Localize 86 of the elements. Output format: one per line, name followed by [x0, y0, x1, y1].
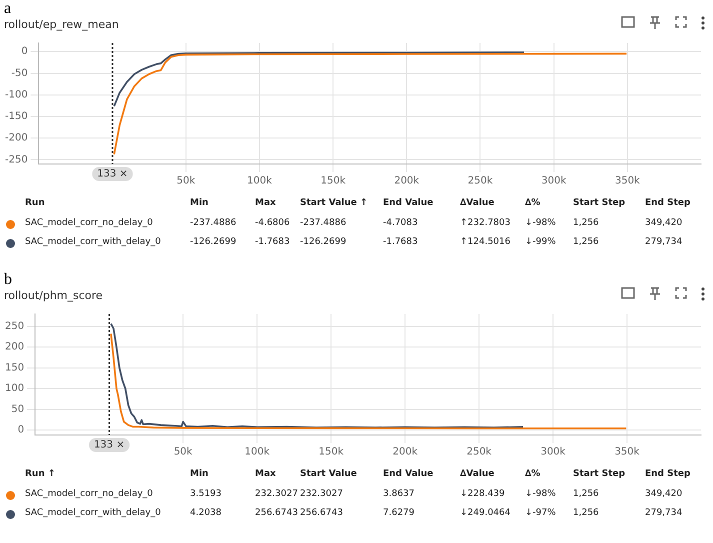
text: -237.4886: [190, 218, 236, 228]
text: 349,420: [645, 218, 682, 228]
text: 232.3027: [255, 489, 298, 499]
text: 3.5193: [190, 489, 222, 499]
y-tick-label: 0: [21, 46, 28, 58]
text: Start Value ↑: [300, 198, 368, 208]
y-tick-label: 50: [11, 404, 24, 415]
text: ∆Value: [460, 469, 494, 479]
text: End Value: [383, 198, 434, 208]
text: 1,256: [573, 218, 599, 228]
text: ∆Value: [460, 198, 494, 208]
text: Start Step: [573, 469, 626, 479]
text: a: [4, 0, 12, 18]
x-tick-label: 50k: [176, 176, 196, 187]
text: -126.2699: [300, 237, 346, 247]
text: -126.2699: [190, 237, 236, 247]
text: 279,734: [645, 508, 682, 518]
text: ↓-98%: [525, 218, 556, 228]
text: ↑232.7803: [460, 218, 510, 228]
text: Run ↑: [25, 469, 56, 479]
text: Max: [255, 198, 276, 208]
text: End Step: [645, 469, 690, 479]
text: 256.6743: [255, 508, 298, 518]
ref-line-label: 133 ×: [94, 440, 125, 451]
chart-title: rollout/phm_score: [4, 289, 103, 302]
text: 256.6743: [300, 508, 343, 518]
y-tick-label: 100: [4, 383, 24, 394]
text: -237.4886: [300, 218, 346, 228]
text: 232.3027: [300, 489, 343, 499]
text: End Value: [383, 469, 434, 479]
x-tick-label: 250k: [466, 446, 492, 458]
text: 1,256: [573, 489, 599, 499]
text: 4.2038: [190, 508, 222, 518]
ref-line-label: 133 ×: [97, 168, 128, 180]
text: ↓-97%: [525, 508, 556, 518]
text: 3.8637: [383, 489, 414, 499]
y-tick-label: -250: [4, 154, 28, 166]
x-tick-label: 250k: [468, 176, 493, 187]
text: Start Value: [300, 469, 357, 479]
text: b: [4, 271, 12, 289]
text: 279,734: [645, 237, 682, 247]
text: 349,420: [645, 489, 682, 499]
text: ∆%: [525, 198, 540, 208]
text: ↑124.5016: [460, 237, 510, 247]
text: Run: [25, 198, 45, 208]
x-tick-label: 350k: [614, 176, 640, 187]
x-tick-label: 150k: [318, 446, 344, 458]
text: ∆%: [525, 469, 540, 479]
text: -1.7683: [383, 237, 418, 247]
y-tick-label: -100: [4, 89, 28, 100]
x-tick-label: 100k: [247, 176, 272, 187]
x-tick-label: 100k: [244, 446, 270, 458]
legend-label: SAC_model_corr_with_delay_0: [25, 508, 161, 518]
y-tick-label: 250: [4, 321, 24, 332]
x-tick-label: 300k: [540, 446, 566, 458]
text: Min: [190, 469, 208, 479]
x-tick-label: 150k: [320, 176, 346, 187]
legend-label: SAC_model_corr_with_delay_0: [25, 237, 161, 247]
text: ↓249.0464: [460, 508, 510, 518]
text: 7.6279: [383, 508, 414, 518]
y-tick-label: 0: [18, 424, 24, 436]
text: End Step: [645, 198, 690, 208]
text: 1,256: [573, 237, 599, 247]
text: 1,256: [573, 508, 599, 518]
x-tick-label: 200k: [394, 176, 420, 187]
y-tick-label: -200: [4, 132, 28, 144]
legend-label: SAC_model_corr_no_delay_0: [25, 218, 153, 228]
y-tick-label: -50: [11, 68, 28, 79]
text: ↓-98%: [525, 489, 556, 499]
x-tick-label: 200k: [392, 446, 418, 458]
legend-label: SAC_model_corr_no_delay_0: [25, 489, 153, 499]
y-tick-label: -150: [4, 111, 28, 122]
text: -1.7683: [255, 237, 290, 247]
text: ↓-99%: [525, 237, 556, 247]
text: Max: [255, 469, 276, 479]
x-tick-label: 350k: [614, 446, 640, 458]
text: -4.6806: [255, 218, 290, 228]
text: Start Step: [573, 198, 626, 208]
x-tick-label: 50k: [174, 446, 193, 458]
y-tick-label: 200: [4, 342, 24, 353]
text: -4.7083: [383, 218, 418, 228]
text: ↓228.439: [460, 489, 505, 499]
y-tick-label: 150: [4, 362, 24, 374]
text: Min: [190, 198, 208, 208]
x-tick-label: 300k: [541, 176, 566, 187]
chart-title: rollout/ep_rew_mean: [4, 18, 119, 31]
